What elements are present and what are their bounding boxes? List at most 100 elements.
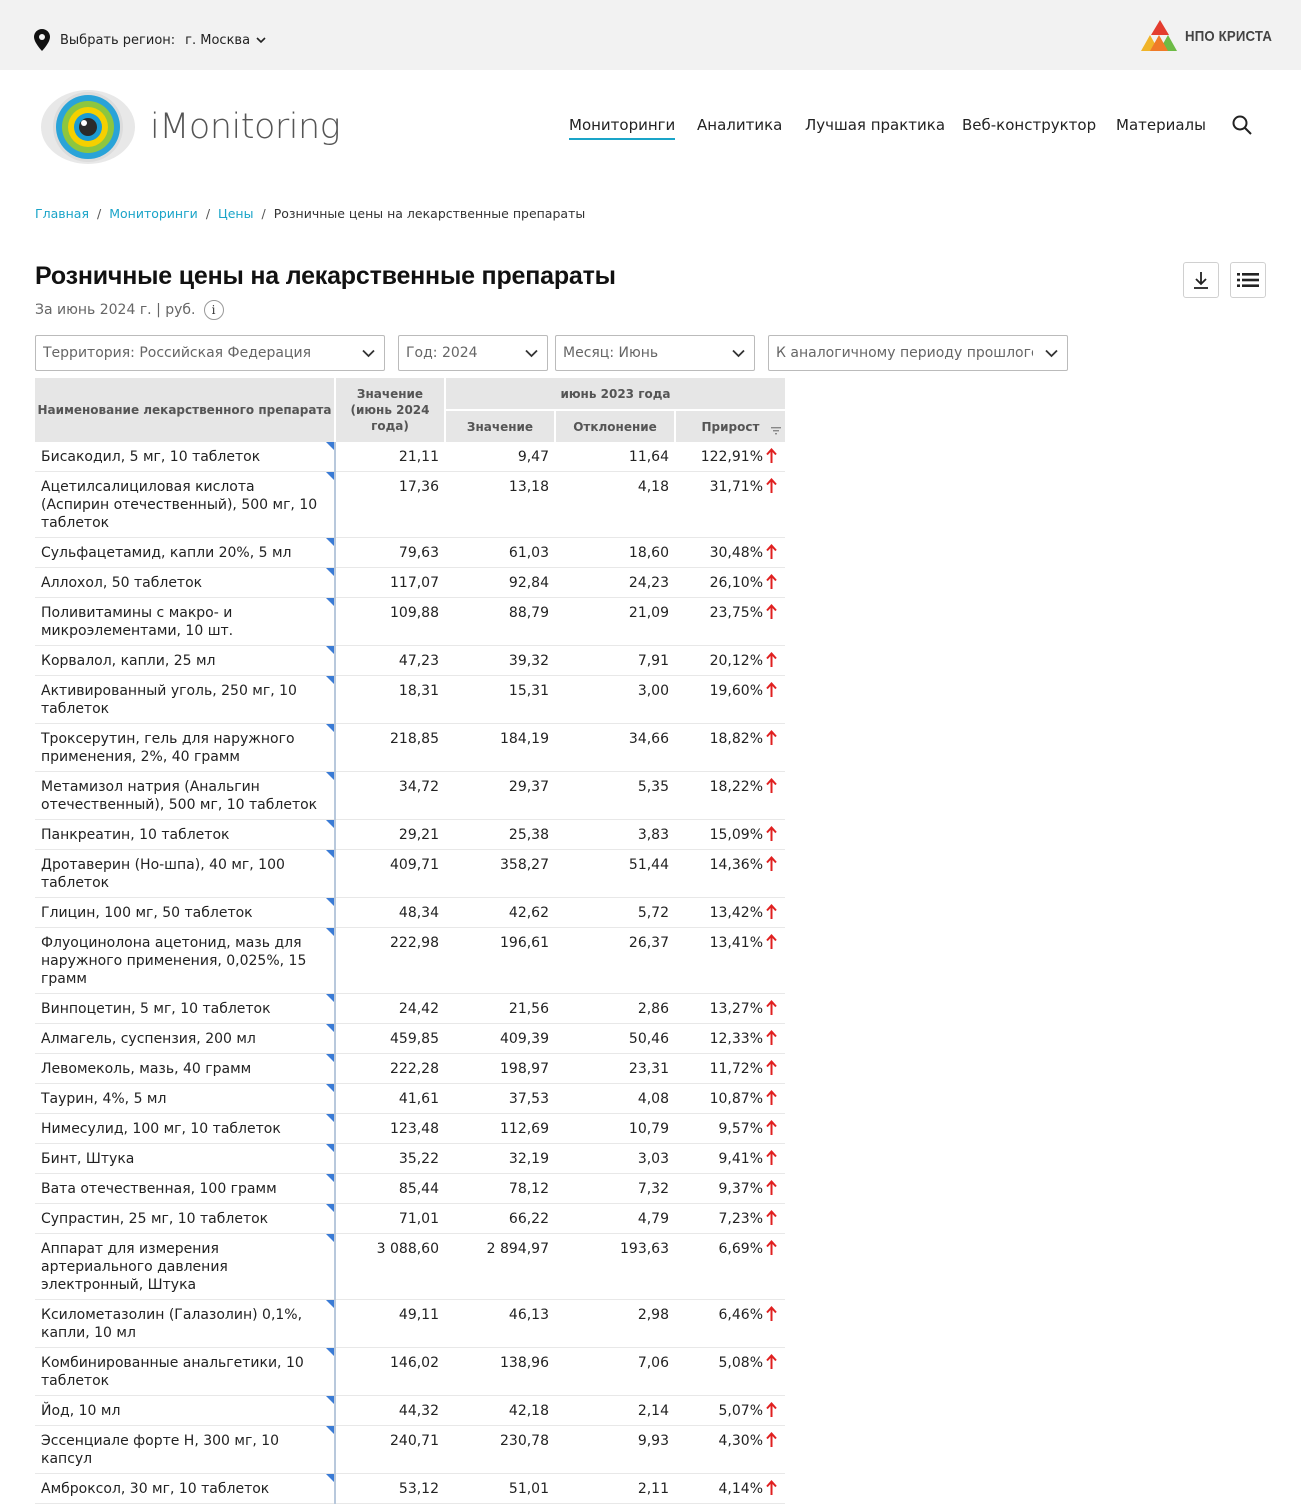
region-value[interactable]: г. Москва [185, 32, 251, 48]
search-icon[interactable] [1231, 114, 1253, 136]
breadcrumb-prices[interactable]: Цены [218, 206, 254, 221]
cell-value: 18,31 [335, 675, 445, 724]
cell-drug-name: Сульфацетамид, капли 20%, 5 мл [35, 537, 336, 568]
table-row[interactable]: Аллохол, 50 таблеток 117,07 92,84 24,23 26,1… [35, 567, 785, 598]
comparison-select-value: К аналогичному периоду прошлого года [776, 345, 1033, 361]
cell-drug-name: Дротаверин (Но-шпа), 40 мг, 100 таблеток [35, 849, 336, 898]
table-row[interactable]: Бисакодил, 5 мг, 10 таблеток 21,11 9,47 11,… [35, 442, 785, 472]
arrow-up-icon [766, 934, 777, 949]
table-row[interactable]: Аппарат для измерения артериального давл… [35, 1233, 785, 1300]
growth-value: 23,75% [709, 605, 763, 621]
table-row[interactable]: Поливитамины с макро- и микроэлементами,… [35, 597, 785, 646]
cell-deviation: 7,91 [555, 645, 675, 676]
cell-deviation: 18,60 [555, 537, 675, 568]
table-row[interactable]: Супрастин, 25 мг, 10 таблеток 71,01 66,22 4… [35, 1203, 785, 1234]
table-row[interactable]: Левомеколь, мазь, 40 грамм 222,28 198,97 23… [35, 1053, 785, 1084]
comparison-select[interactable]: К аналогичному периоду прошлого года [768, 335, 1068, 371]
cell-drug-name: Троксерутин, гель для наружного применен… [35, 723, 336, 772]
table-row[interactable]: Ксилометазолин (Галазолин) 0,1%, капли, … [35, 1299, 785, 1348]
table-row[interactable]: Эссенциале форте Н, 300 мг, 10 капсул 240… [35, 1425, 785, 1474]
year-select-value: Год: 2024 [406, 345, 478, 361]
cell-deviation: 3,03 [555, 1143, 675, 1174]
period-unit-text: За июнь 2024 г. | руб. [35, 302, 196, 318]
cell-value: 218,85 [335, 723, 445, 772]
cell-prev-value: 29,37 [445, 771, 555, 820]
nav-item-web-constructor[interactable]: Веб-конструктор [962, 116, 1097, 134]
partner-logo-text: НПО КРИСТА [1185, 27, 1273, 45]
cell-drug-name: Таурин, 4%, 5 мл [35, 1083, 336, 1114]
nav-item-analytics[interactable]: Аналитика [697, 116, 783, 134]
table-row[interactable]: Активированный уголь, 250 мг, 10 таблето… [35, 675, 785, 724]
column-header-name[interactable]: Наименование лекарственного препарата [35, 378, 336, 442]
arrow-up-icon [766, 652, 777, 667]
arrow-up-icon [766, 1180, 777, 1195]
breadcrumb-separator: / [261, 206, 266, 221]
cell-drug-name: Супрастин, 25 мг, 10 таблеток [35, 1203, 336, 1234]
cell-value: 71,01 [335, 1203, 445, 1234]
cell-drug-name: Аппарат для измерения артериального давл… [35, 1233, 336, 1300]
growth-value: 13,27% [709, 1001, 763, 1017]
cell-growth: 122,91% [675, 442, 785, 472]
table-row[interactable]: Йод, 10 мл 44,32 42,18 2,14 5,07% [35, 1395, 785, 1426]
breadcrumb-home[interactable]: Главная [35, 206, 89, 221]
table-row[interactable]: Винпоцетин, 5 мг, 10 таблеток 24,42 21,56 2… [35, 993, 785, 1024]
partner-logo[interactable]: НПО КРИСТА [1141, 19, 1284, 53]
territory-select[interactable]: Территория: Российская Федерация [35, 335, 385, 371]
cell-drug-name: Бисакодил, 5 мг, 10 таблеток [35, 442, 336, 472]
cell-prev-value: 78,12 [445, 1173, 555, 1204]
growth-value: 5,08% [718, 1355, 763, 1371]
cell-value: 240,71 [335, 1425, 445, 1474]
table-row[interactable]: Сульфацетамид, капли 20%, 5 мл 79,63 61,03… [35, 537, 785, 568]
list-view-button[interactable] [1230, 262, 1266, 298]
cell-deviation: 21,09 [555, 597, 675, 646]
table-row[interactable]: Корвалол, капли, 25 мл 47,23 39,32 7,91 20,1… [35, 645, 785, 676]
month-select[interactable]: Месяц: Июнь [555, 335, 755, 371]
table-row[interactable]: Алмагель, суспензия, 200 мл 459,85 409,39 5… [35, 1023, 785, 1054]
cell-growth: 13,42% [675, 897, 785, 928]
sort-icon[interactable] [771, 427, 781, 435]
table-row[interactable]: Дротаверин (Но-шпа), 40 мг, 100 таблеток… [35, 849, 785, 898]
table-row[interactable]: Амброксол, 30 мг, 10 таблеток 53,12 51,01 2… [35, 1473, 785, 1504]
table-row[interactable]: Троксерутин, гель для наружного применен… [35, 723, 785, 772]
table-row[interactable]: Таурин, 4%, 5 мл 41,61 37,53 4,08 10,87% [35, 1083, 785, 1114]
growth-value: 13,41% [709, 935, 763, 951]
growth-value: 7,23% [718, 1211, 763, 1227]
cell-prev-value: 184,19 [445, 723, 555, 772]
nav-item-best-practice[interactable]: Лучшая практика [805, 116, 946, 134]
table-row[interactable]: Вата отечественная, 100 грамм 85,44 78,12 7… [35, 1173, 785, 1204]
growth-value: 12,33% [709, 1031, 763, 1047]
download-button[interactable] [1183, 262, 1219, 298]
breadcrumb-monitorings[interactable]: Мониторинги [109, 206, 198, 221]
breadcrumb-separator: / [205, 206, 211, 221]
nav-item-materials[interactable]: Материалы [1116, 116, 1206, 134]
table-row[interactable]: Бинт, Штука 35,22 32,19 3,03 9,41% [35, 1143, 785, 1174]
table-row[interactable]: Флуоцинолона ацетонид, мазь для наружног… [35, 927, 785, 994]
cell-growth: 30,48% [675, 537, 785, 568]
info-icon[interactable]: i [203, 300, 224, 320]
nav-item-monitorings[interactable]: Мониторинги [569, 116, 676, 140]
cell-growth: 6,46% [675, 1299, 785, 1348]
cell-deviation: 5,72 [555, 897, 675, 928]
column-header-value[interactable]: Значение (июнь 2024 года) [335, 378, 446, 442]
region-selector[interactable]: Выбрать регион: г. Москва [34, 29, 266, 51]
column-header-prev-value[interactable]: Значение [445, 410, 556, 442]
cell-growth: 6,69% [675, 1233, 785, 1300]
growth-value: 9,37% [718, 1181, 763, 1197]
table-row[interactable]: Ацетилсалициловая кислота (Аспирин отече… [35, 471, 785, 538]
column-header-deviation[interactable]: Отклонение [555, 410, 676, 442]
logo-text: iMonitoring [150, 107, 341, 147]
table-row[interactable]: Комбинированные анальгетики, 10 таблеток… [35, 1347, 785, 1396]
table-row[interactable]: Панкреатин, 10 таблеток 29,21 25,38 3,83 15,… [35, 819, 785, 850]
site-logo[interactable]: iMonitoring [40, 88, 341, 166]
growth-value: 20,12% [709, 653, 763, 669]
year-select[interactable]: Год: 2024 [398, 335, 548, 371]
growth-value: 6,69% [718, 1241, 763, 1257]
table-row[interactable]: Нимесулид, 100 мг, 10 таблеток 123,48 112,… [35, 1113, 785, 1144]
cell-drug-name: Бинт, Штука [35, 1143, 336, 1174]
cell-prev-value: 61,03 [445, 537, 555, 568]
table-row[interactable]: Метамизол натрия (Анальгин отечественный… [35, 771, 785, 820]
cell-drug-name: Активированный уголь, 250 мг, 10 таблето… [35, 675, 336, 724]
column-header-growth[interactable]: Прирост [675, 410, 785, 442]
table-row[interactable]: Глицин, 100 мг, 50 таблеток 48,34 42,62 5,7… [35, 897, 785, 928]
cell-prev-value: 15,31 [445, 675, 555, 724]
